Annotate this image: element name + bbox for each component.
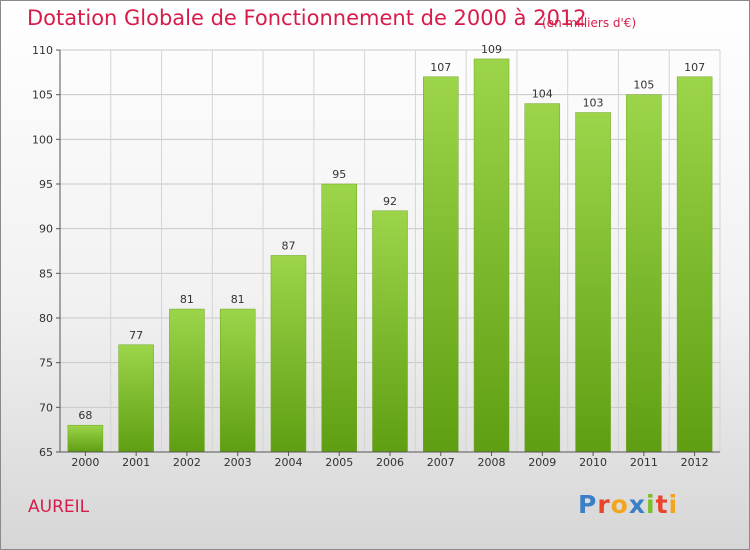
logo-letter: o (610, 490, 629, 519)
bar (321, 183, 357, 453)
x-tick-label: 2000 (71, 456, 99, 469)
y-tick-label: 100 (32, 133, 53, 146)
axes (56, 49, 720, 456)
y-tick-label: 110 (32, 44, 53, 57)
bar (473, 58, 510, 453)
logo-letter: x (628, 490, 646, 519)
y-tick-label: 90 (39, 223, 53, 236)
bar (219, 308, 256, 453)
x-tick-label: 2002 (173, 456, 201, 469)
data-label: 107 (684, 61, 705, 74)
data-label: 77 (129, 329, 143, 342)
proxiti-logo: Proxiti (578, 490, 678, 519)
data-label: 109 (481, 43, 502, 56)
y-tick-label: 70 (39, 401, 53, 414)
bar (524, 103, 561, 453)
data-label: 92 (383, 195, 397, 208)
bar (372, 210, 408, 453)
logo-letter: t (655, 490, 669, 519)
x-tick-label: 2011 (630, 456, 658, 469)
data-label: 95 (332, 168, 346, 181)
chart-title: Dotation Globale de Fonctionnement de 20… (27, 6, 587, 30)
data-label: 87 (281, 239, 295, 252)
chart-unit: (en milliers d'€) (542, 16, 637, 30)
data-label: 107 (430, 61, 451, 74)
x-tick-label: 2004 (274, 456, 302, 469)
bars (67, 58, 713, 453)
bar (169, 308, 205, 453)
data-label: 81 (180, 293, 194, 306)
logo-letter: i (646, 490, 656, 519)
x-tick-label: 2003 (224, 456, 252, 469)
x-tick-label: 2009 (528, 456, 556, 469)
x-tick-label: 2008 (478, 456, 506, 469)
x-tick-label: 2012 (681, 456, 709, 469)
x-tick-label: 2005 (325, 456, 353, 469)
x-tick-label: 2001 (122, 456, 150, 469)
logo-letter: P (578, 490, 598, 519)
commune-name: AUREIL (28, 497, 90, 517)
data-label: 105 (633, 79, 654, 92)
y-tick-label: 65 (39, 446, 53, 459)
data-label: 68 (78, 409, 92, 422)
bar (67, 424, 104, 453)
data-label: 104 (532, 88, 553, 101)
y-tick-label: 75 (39, 357, 53, 370)
bar (118, 344, 154, 453)
x-tick-label: 2010 (579, 456, 607, 469)
bar (626, 94, 662, 453)
y-tick-label: 80 (39, 312, 53, 325)
logo-letter: i (668, 490, 679, 519)
x-tick-label: 2007 (427, 456, 455, 469)
y-tick-label: 105 (32, 89, 53, 102)
bar (575, 112, 611, 453)
y-tick-label: 95 (39, 178, 53, 191)
x-tick-label: 2006 (376, 456, 404, 469)
bar (676, 76, 713, 453)
data-label: 81 (231, 293, 245, 306)
logo-letter: r (597, 490, 611, 519)
data-label: 103 (583, 97, 604, 110)
y-tick-label: 85 (39, 267, 53, 280)
labels: 65 70 75 80 85 90 95 100 105 110 68 2000 77 2001 81 200… (32, 43, 709, 469)
bar (270, 255, 307, 453)
bar (423, 76, 459, 453)
